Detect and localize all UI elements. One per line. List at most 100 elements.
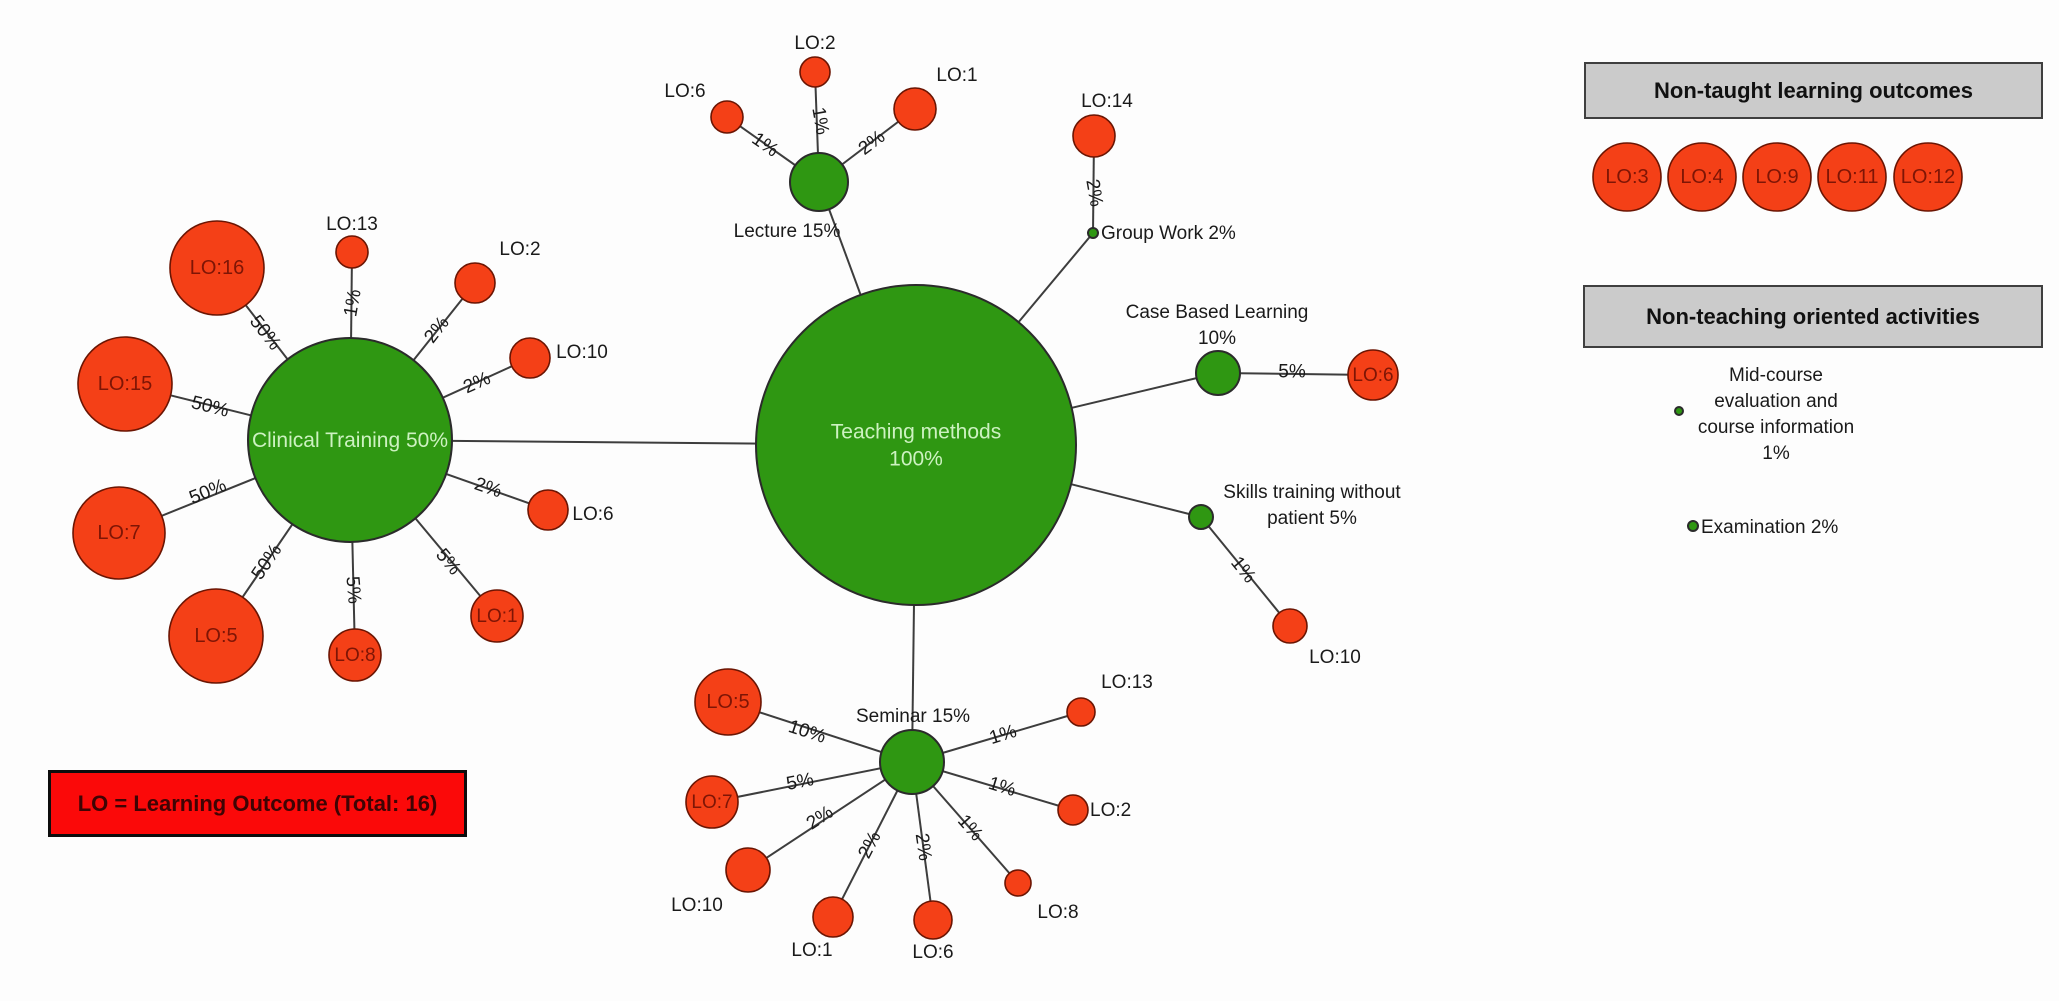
node-leg11 [1817,142,1887,212]
node-groupwork [1087,227,1099,239]
edge-label-clinical-c5: 50% [248,540,287,583]
node-teaching [755,284,1077,606]
node-l2 [799,56,831,88]
node-clinical [247,337,453,543]
node-label-c13: LO:13 [326,214,378,235]
node-c13 [335,235,369,269]
edge-label-clinical-c10: 2% [460,368,494,398]
node-label-teaching: Teaching methods 100% [831,420,1001,470]
node-seminar [879,729,945,795]
node-label-c7: LO:7 [97,522,140,544]
node-label-cb6: LO:6 [1352,365,1393,386]
edge-label-lecture-l6: 1% [748,129,783,162]
node-c15 [77,336,173,432]
node-c16 [169,220,265,316]
node-label-l1: LO:1 [936,65,977,86]
edge-label-groupwork-g14: 2% [1081,178,1106,209]
node-s8 [1004,869,1032,897]
node-label-exam: Examination 2% [1701,517,1838,538]
node-label-sk10: LO:10 [1309,647,1361,668]
edge-label-clinical-c2: 2% [420,313,454,348]
node-label-s13: LO:13 [1101,672,1153,693]
node-l1 [893,87,937,131]
node-lecture [789,152,849,212]
node-label-c16: LO:16 [190,257,244,279]
legend-non-taught-header: Non-taught learning outcomes [1584,62,2043,119]
node-label-groupwork: Group Work 2% [1101,223,1236,244]
edge-label-clinical-c13: 1% [340,288,365,319]
node-label-l6: LO:6 [664,81,705,102]
node-label-s7: LO:7 [691,792,732,813]
node-leg9 [1742,142,1812,212]
node-label-c15: LO:15 [98,373,152,395]
edge-label-seminar-s5: 10% [786,716,829,748]
edge-label-seminar-s2: 1% [986,773,1019,801]
node-label-c10: LO:10 [556,342,608,363]
node-label-skills: Skills training without patient 5% [1223,482,1401,529]
node-label-g14: LO:14 [1081,91,1133,112]
node-label-leg11: LO:11 [1826,166,1879,188]
node-label-s5: LO:5 [706,691,749,713]
node-g14 [1072,114,1116,158]
node-label-c5: LO:5 [194,625,237,647]
node-c2 [454,262,496,304]
node-casebased [1195,350,1241,396]
node-midcourse [1674,406,1684,416]
edge-label-seminar-s13: 1% [987,721,1020,749]
edge-label-seminar-s1: 2% [854,828,885,862]
node-exam [1687,520,1699,532]
node-label-s10: LO:10 [671,895,723,916]
node-s10 [725,847,771,893]
edge-seminar-s7 [711,761,913,803]
lo-abbreviation-note: LO = Learning Outcome (Total: 16) [48,770,467,837]
legend-non-teaching-header: Non-teaching oriented activities [1583,285,2043,348]
edge-label-lecture-l2: 1% [807,106,832,137]
node-label-clinical: Clinical Training 50% [252,429,448,452]
node-label-leg12: LO:12 [1901,166,1955,188]
edge-label-seminar-s6: 2% [911,832,936,862]
node-label-leg4: LO:4 [1680,166,1723,188]
node-label-c1: LO:1 [476,606,517,627]
node-label-casebased: Case Based Learning 10% [1126,302,1309,349]
node-c5 [168,588,264,684]
node-c6 [527,489,569,531]
node-s5 [694,668,762,736]
node-s7 [685,775,739,829]
edge-casebased-cb6 [1217,372,1374,376]
node-c7 [72,486,166,580]
node-label-lecture: Lecture 15% [734,221,841,242]
node-label-leg9: LO:9 [1755,166,1798,188]
node-label-s2: LO:2 [1090,800,1131,821]
node-label-s1: LO:1 [791,940,832,961]
node-leg3 [1592,142,1662,212]
node-s13 [1066,697,1096,727]
node-s2 [1057,794,1089,826]
node-leg12 [1893,142,1963,212]
edge-label-casebased-cb6: 5% [1278,362,1306,383]
node-label-leg3: LO:3 [1605,166,1648,188]
edge-label-clinical-c1: 5% [431,545,465,580]
node-label-c2: LO:2 [499,239,540,260]
edge-label-clinical-c6: 2% [472,474,505,503]
node-label-s6: LO:6 [912,942,953,963]
node-c10 [509,337,551,379]
node-cb6 [1347,349,1399,401]
node-skills [1188,504,1214,530]
node-s6 [913,900,953,940]
node-label-l2: LO:2 [794,33,835,54]
node-label-seminar: Seminar 15% [856,706,970,727]
edge-label-clinical-c8: 5% [341,575,364,604]
node-label-c8: LO:8 [334,645,375,666]
edge-label-clinical-c15: 50% [189,392,231,422]
node-c1 [470,589,524,643]
node-label-midcourse: Mid-course evaluation and course informati… [1698,365,1854,464]
edge-label-seminar-s7: 5% [785,769,816,795]
node-leg4 [1667,142,1737,212]
node-s1 [812,896,854,938]
edge-skills-sk10 [1200,516,1291,627]
node-l6 [710,100,744,134]
node-sk10 [1272,608,1308,644]
node-c8 [328,628,382,682]
